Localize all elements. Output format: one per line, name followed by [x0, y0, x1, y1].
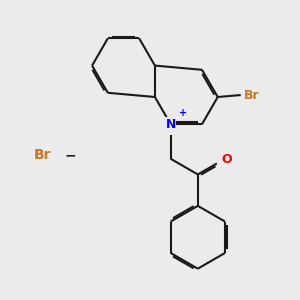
Text: Br: Br [34, 148, 52, 162]
Text: −: − [64, 148, 76, 162]
Text: N: N [165, 118, 176, 131]
Text: Br: Br [244, 88, 259, 101]
Text: +: + [179, 108, 188, 118]
Text: O: O [221, 153, 232, 166]
